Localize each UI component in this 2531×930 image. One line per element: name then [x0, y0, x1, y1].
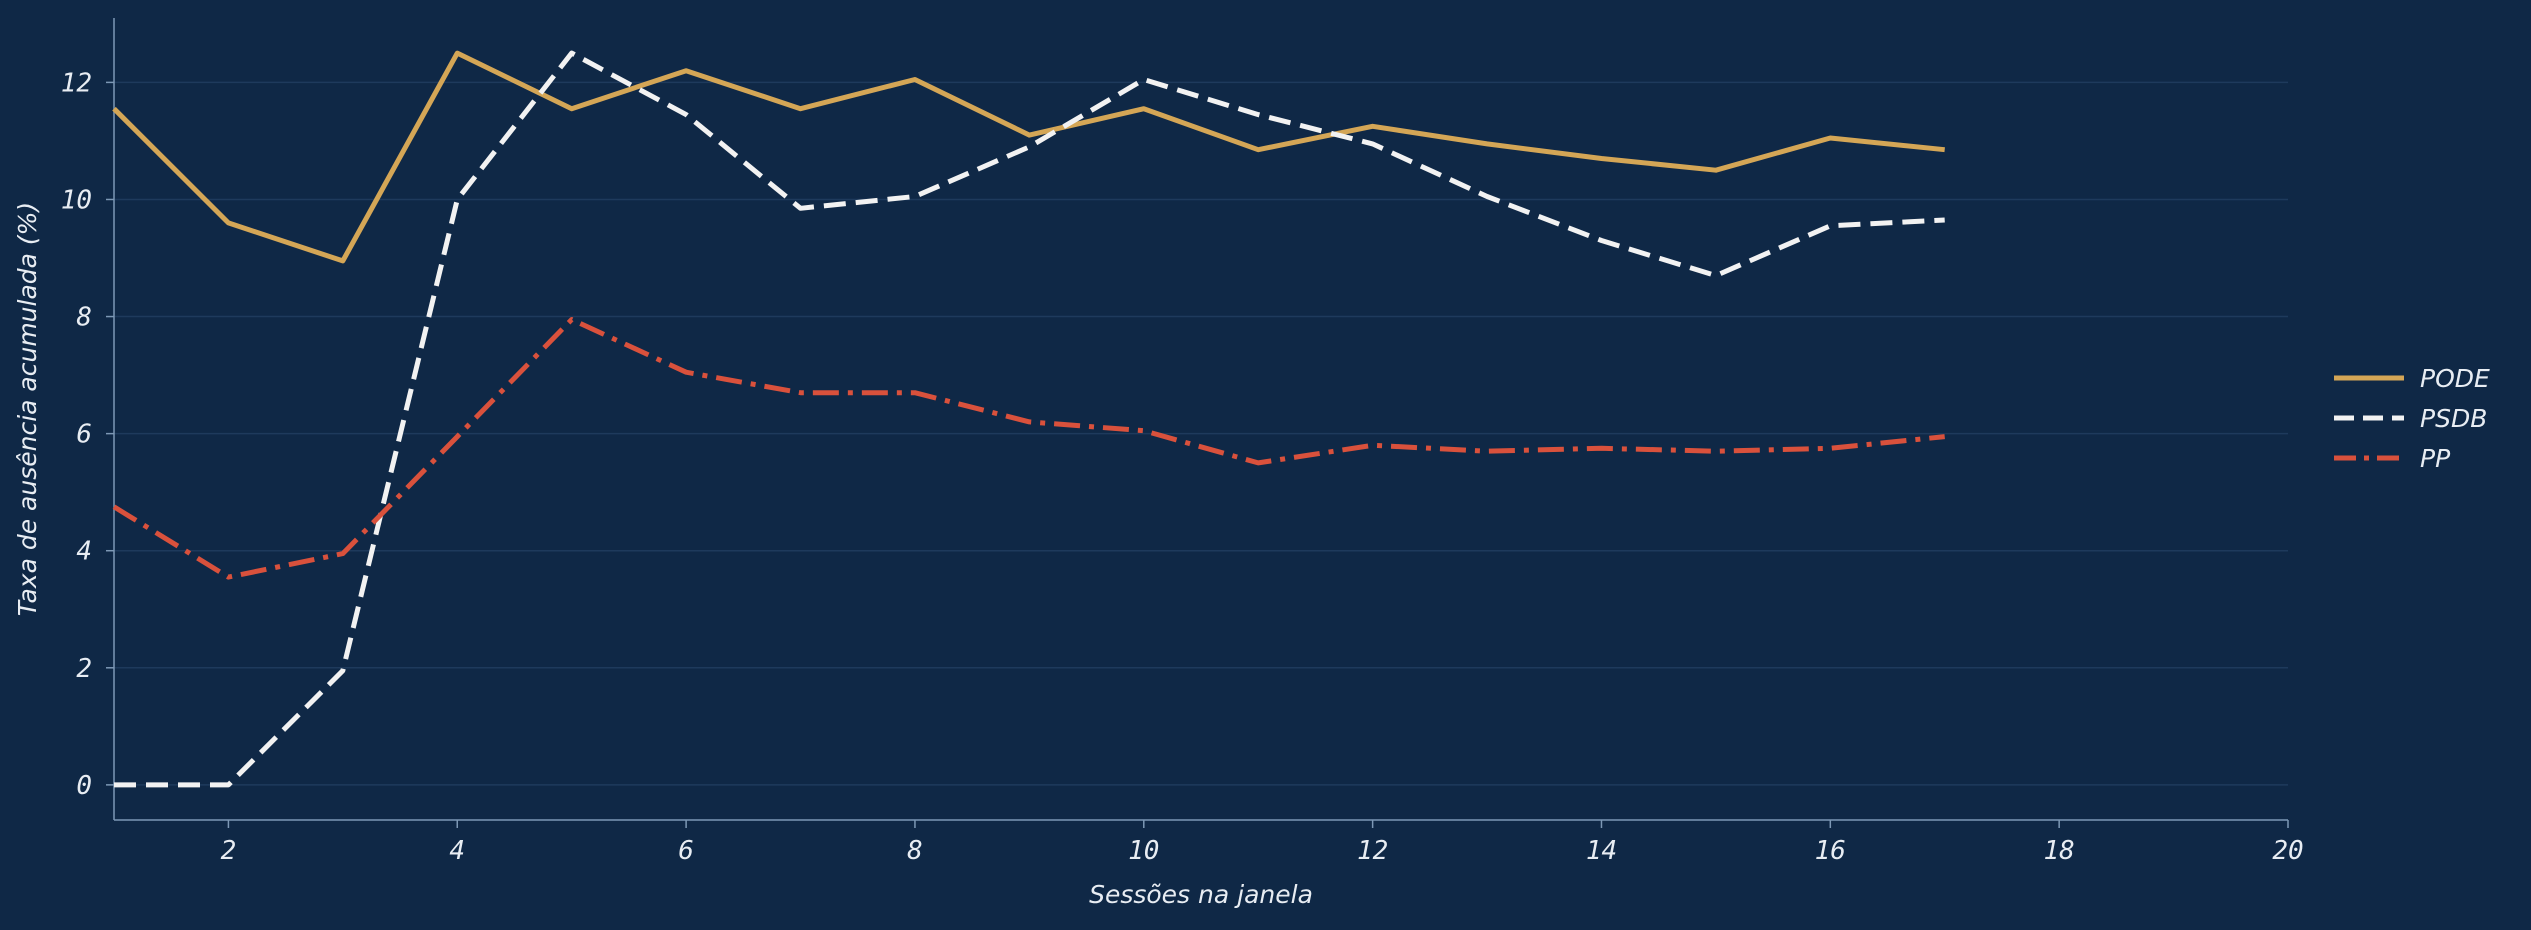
tick-labels: 0 2 4 6 8 10 12 2 4 6 8 10 12 14 16 18 20 [61, 68, 2304, 866]
series-lines [112, 50, 1945, 788]
x-tick-label-8: 8 [907, 836, 923, 866]
legend: PODE PSDB PP [2334, 364, 2490, 473]
x-tick-label-2: 2 [221, 836, 237, 866]
x-tick-label-18: 18 [2044, 836, 2075, 866]
x-tick-label-12: 12 [1357, 836, 1388, 866]
x-axis-title: Sessões na janela [1089, 880, 1313, 909]
y-tick-label-0: 0 [76, 771, 92, 801]
y-tick-label-12: 12 [61, 68, 92, 98]
x-tick-label-14: 14 [1586, 836, 1617, 866]
y-tick-label-6: 6 [76, 420, 92, 450]
x-tick-label-6: 6 [678, 836, 694, 866]
series-line-psdb [114, 50, 1945, 788]
x-tick-label-20: 20 [2272, 836, 2303, 866]
y-tick-label-4: 4 [76, 537, 92, 567]
legend-label-pp: PP [2420, 444, 2451, 473]
grid-lines [114, 81, 2288, 786]
legend-label-psdb: PSDB [2420, 404, 2487, 433]
y-tick-label-10: 10 [61, 185, 92, 215]
x-tick-label-16: 16 [1815, 836, 1846, 866]
x-tick-label-4: 4 [449, 836, 465, 866]
y-tick-label-2: 2 [76, 654, 92, 684]
series-line-pp [112, 317, 1945, 580]
y-axis-title: Taxa de ausência acumulada (%) [13, 202, 42, 616]
legend-label-pode: PODE [2420, 364, 2490, 393]
axes [106, 18, 2289, 828]
x-tick-label-10: 10 [1128, 836, 1159, 866]
series-line-pode [112, 50, 1945, 264]
y-tick-label-8: 8 [76, 303, 92, 333]
